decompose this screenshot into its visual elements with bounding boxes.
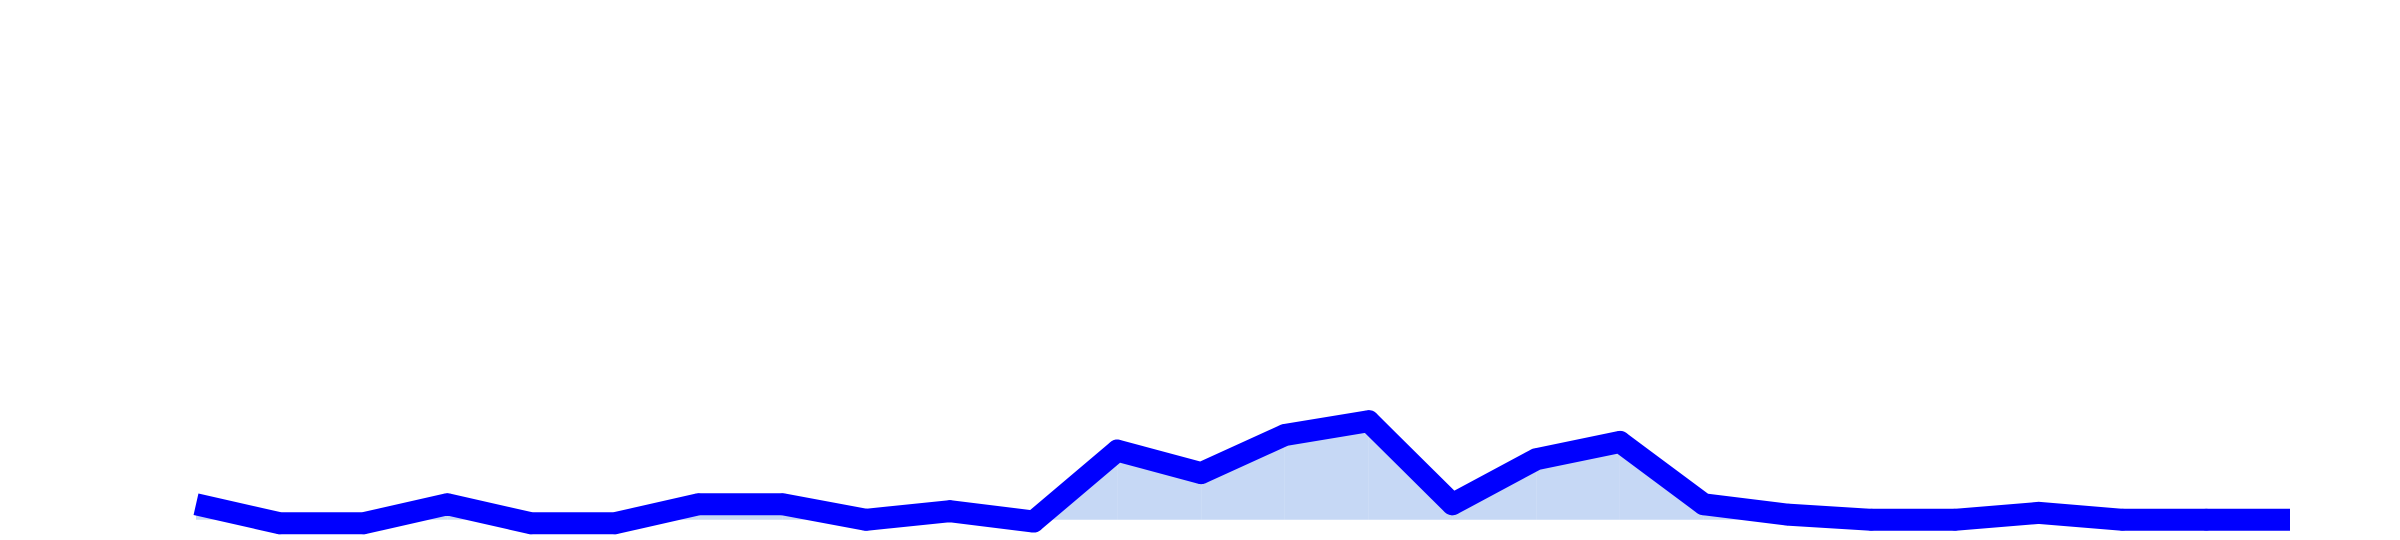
data-point — [352, 512, 375, 535]
data-point — [1190, 462, 1213, 485]
data-point — [520, 512, 543, 535]
data-point — [855, 508, 878, 531]
data-point — [938, 500, 961, 523]
data-point — [2111, 508, 2134, 531]
data-point — [1441, 493, 1464, 516]
data-point — [1608, 430, 1631, 453]
data-point — [1692, 493, 1715, 516]
area-fill-segment — [1284, 421, 1369, 520]
data-point — [1860, 508, 1883, 531]
data-point — [603, 512, 626, 535]
data-point — [436, 493, 459, 516]
data-point — [1106, 439, 1129, 462]
data-point — [1525, 448, 1548, 471]
data-point — [771, 493, 794, 516]
data-point — [2195, 508, 2218, 531]
data-point — [1357, 410, 1380, 433]
data-point — [1273, 424, 1296, 447]
data-point — [1943, 508, 1966, 531]
data-point — [687, 493, 710, 516]
data-point — [2027, 501, 2050, 524]
series-line-layer — [193, 410, 2290, 535]
data-point — [1776, 503, 1799, 526]
series-line — [193, 410, 2290, 535]
data-point — [268, 512, 291, 535]
data-point — [1022, 510, 1045, 533]
